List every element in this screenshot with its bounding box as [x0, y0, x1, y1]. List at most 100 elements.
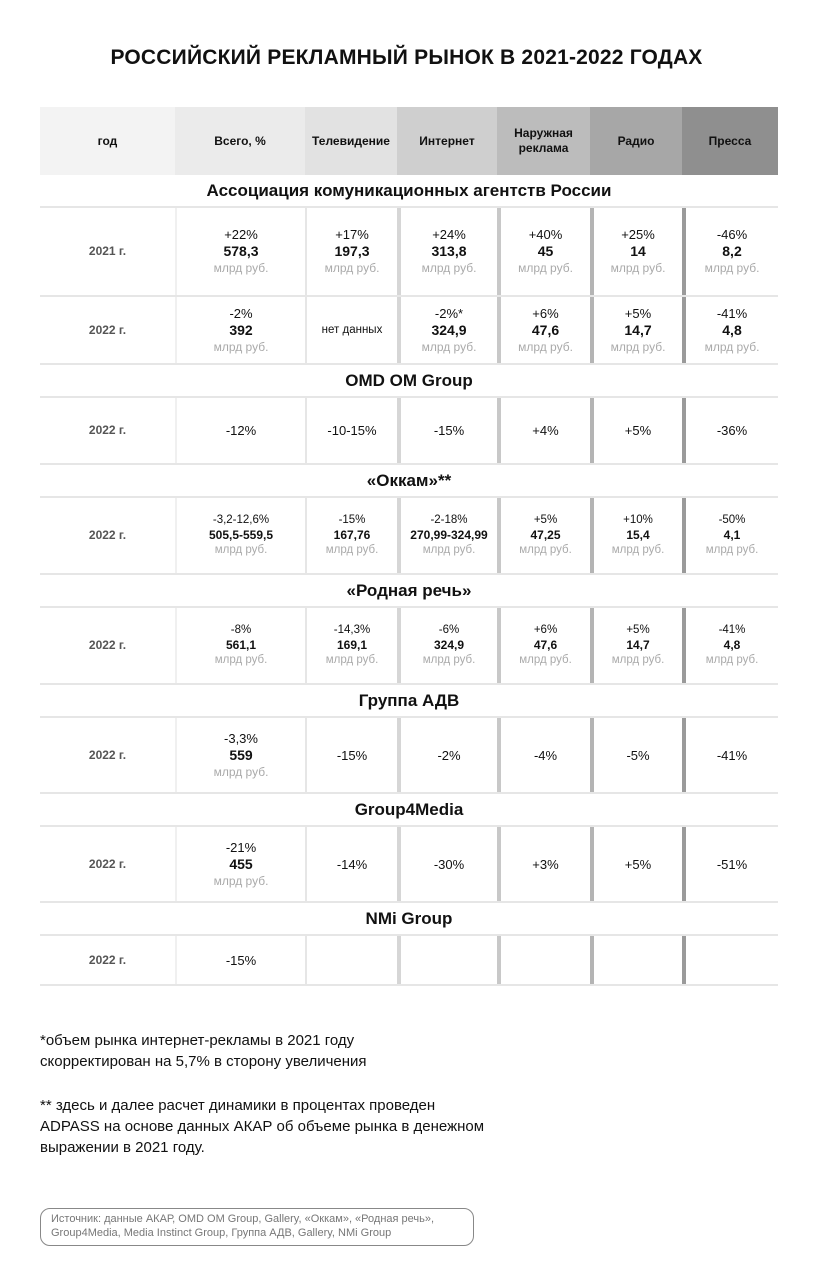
- unit-label: млрд руб.: [421, 261, 477, 275]
- change-percent: -6%: [438, 624, 460, 636]
- amount: 15,4: [626, 528, 650, 542]
- amount: 167,76: [333, 528, 371, 542]
- amount: 47,25: [530, 528, 561, 542]
- value-cell: +4%: [497, 398, 590, 463]
- unit-label: млрд руб.: [213, 764, 269, 779]
- value-cell: +5% 47,25 млрд руб.: [497, 498, 590, 573]
- change-percent: -41%: [718, 624, 746, 636]
- amount: 313,8: [431, 243, 467, 259]
- value-cell: +10% 15,4 млрд руб.: [590, 498, 682, 573]
- unit-label: млрд руб.: [704, 339, 760, 354]
- change-percent: -15%: [433, 423, 465, 438]
- value-cell: -10-15%: [305, 398, 397, 463]
- change-percent: -2%*: [434, 305, 464, 321]
- header-cell: Наружная реклама: [497, 107, 590, 175]
- change-percent: -2%: [229, 305, 253, 321]
- change-percent: +24%: [432, 227, 466, 242]
- amount: 45: [537, 243, 554, 259]
- amount: 324,9: [433, 638, 465, 652]
- value-cell: +6% 47,6 млрд руб.: [497, 608, 590, 683]
- value-cell: -3,3% 559 млрд руб.: [175, 718, 305, 792]
- value-cell: +24% 313,8 млрд руб.: [397, 208, 497, 295]
- change-percent: -3,3%: [224, 730, 258, 746]
- change-percent: +22%: [224, 227, 258, 242]
- change-percent: -4%: [533, 747, 558, 763]
- change-percent: -51%: [716, 856, 748, 872]
- amount: 4,8: [722, 321, 742, 338]
- change-percent: +6%: [532, 305, 559, 321]
- section-title: «Оккам»**: [40, 465, 778, 498]
- value-cell: +3%: [497, 827, 590, 901]
- table-row: 2022 г. -3,3% 559 млрд руб. -15% -2% -4% -5% -41…: [40, 718, 778, 794]
- value-cell: -15%: [397, 398, 497, 463]
- section-title: NMi Group: [40, 903, 778, 936]
- amount: 14,7: [624, 321, 652, 338]
- source-box: Источник: данные АКАР, OMD OM Group, Gal…: [40, 1208, 474, 1246]
- value-cell: [397, 936, 497, 984]
- unit-label: млрд руб.: [704, 261, 760, 275]
- change-percent: -14,3%: [333, 624, 371, 636]
- change-percent: -14%: [336, 856, 368, 872]
- table-row: 2022 г. -8% 561,1 млрд руб. -14,3% 169,1 млрд …: [40, 608, 778, 685]
- value-cell: -14%: [305, 827, 397, 901]
- value-cell: -6% 324,9 млрд руб.: [397, 608, 497, 683]
- amount: 505,5-559,5: [208, 528, 274, 542]
- value-cell: +5% 14,7 млрд руб.: [590, 608, 682, 683]
- year-cell: 2022 г.: [88, 747, 127, 762]
- unit-label: млрд руб.: [610, 261, 666, 275]
- change-percent: +6%: [533, 624, 558, 636]
- year-cell: 2022 г.: [88, 322, 127, 337]
- change-percent: -21%: [225, 839, 257, 855]
- table-row: 2022 г. -15%: [40, 936, 778, 986]
- footnote-calculation: ** здесь и далее расчет динамики в проце…: [40, 1097, 485, 1156]
- value-cell: -46% 8,2 млрд руб.: [682, 208, 778, 295]
- amount: 392: [229, 321, 253, 338]
- amount: 559: [229, 746, 253, 763]
- value-cell: +17% 197,3 млрд руб.: [305, 208, 397, 295]
- table-header: год Всего, % Телевидение Интернет Наружная р…: [40, 107, 778, 175]
- change-percent: +5%: [624, 423, 652, 438]
- unit-label: млрд руб.: [518, 261, 573, 275]
- year-cell: 2022 г.: [88, 952, 127, 967]
- value-cell: -41% 4,8 млрд руб.: [682, 608, 778, 683]
- change-percent: -50%: [718, 514, 746, 526]
- unit-label: млрд руб.: [705, 544, 759, 556]
- change-percent: -8%: [230, 624, 252, 636]
- change-percent: -41%: [716, 747, 748, 763]
- value-cell: -15%: [175, 936, 305, 984]
- value-cell: +5%: [590, 398, 682, 463]
- amount: 197,3: [334, 243, 370, 259]
- value-cell: -3,2-12,6% 505,5-559,5 млрд руб.: [175, 498, 305, 573]
- value-cell: -30%: [397, 827, 497, 901]
- value-cell: [590, 936, 682, 984]
- change-percent: +40%: [528, 227, 563, 242]
- value-cell: -2%* 324,9 млрд руб.: [397, 297, 497, 363]
- unit-label: млрд руб.: [518, 339, 573, 354]
- value-cell: -41%: [682, 718, 778, 792]
- value-cell: -2-18% 270,99-324,99 млрд руб.: [397, 498, 497, 573]
- change-percent: -10-15%: [327, 423, 377, 438]
- unit-label: млрд руб.: [213, 339, 269, 354]
- value-cell: -50% 4,1 млрд руб.: [682, 498, 778, 573]
- value-cell: нет данных: [305, 297, 397, 363]
- unit-label: млрд руб.: [213, 873, 269, 888]
- change-percent: +4%: [532, 423, 559, 438]
- value-cell: [682, 936, 778, 984]
- amount: 47,6: [533, 638, 558, 652]
- market-table: год Всего, % Телевидение Интернет Наружная р…: [40, 107, 778, 986]
- amount: 47,6: [531, 321, 560, 338]
- unit-label: млрд руб.: [705, 654, 759, 666]
- amount: 578,3: [223, 243, 259, 259]
- unit-label: млрд руб.: [213, 261, 269, 275]
- change-percent: -5%: [626, 747, 650, 763]
- unit-label: млрд руб.: [519, 544, 572, 556]
- section-title: OMD OM Group: [40, 365, 778, 398]
- section-title: Ассоциация комуникационных агентств Росс…: [40, 175, 778, 208]
- year-cell: 2022 г.: [88, 528, 127, 542]
- table-row: 2022 г. -21% 455 млрд руб. -14% -30% +3% +5% -51…: [40, 827, 778, 903]
- header-cell: Всего, %: [175, 107, 305, 175]
- change-percent: +17%: [335, 227, 369, 242]
- change-percent: -46%: [716, 227, 748, 242]
- change-percent: -3,2-12,6%: [212, 514, 270, 526]
- value-cell: +22% 578,3 млрд руб.: [175, 208, 305, 295]
